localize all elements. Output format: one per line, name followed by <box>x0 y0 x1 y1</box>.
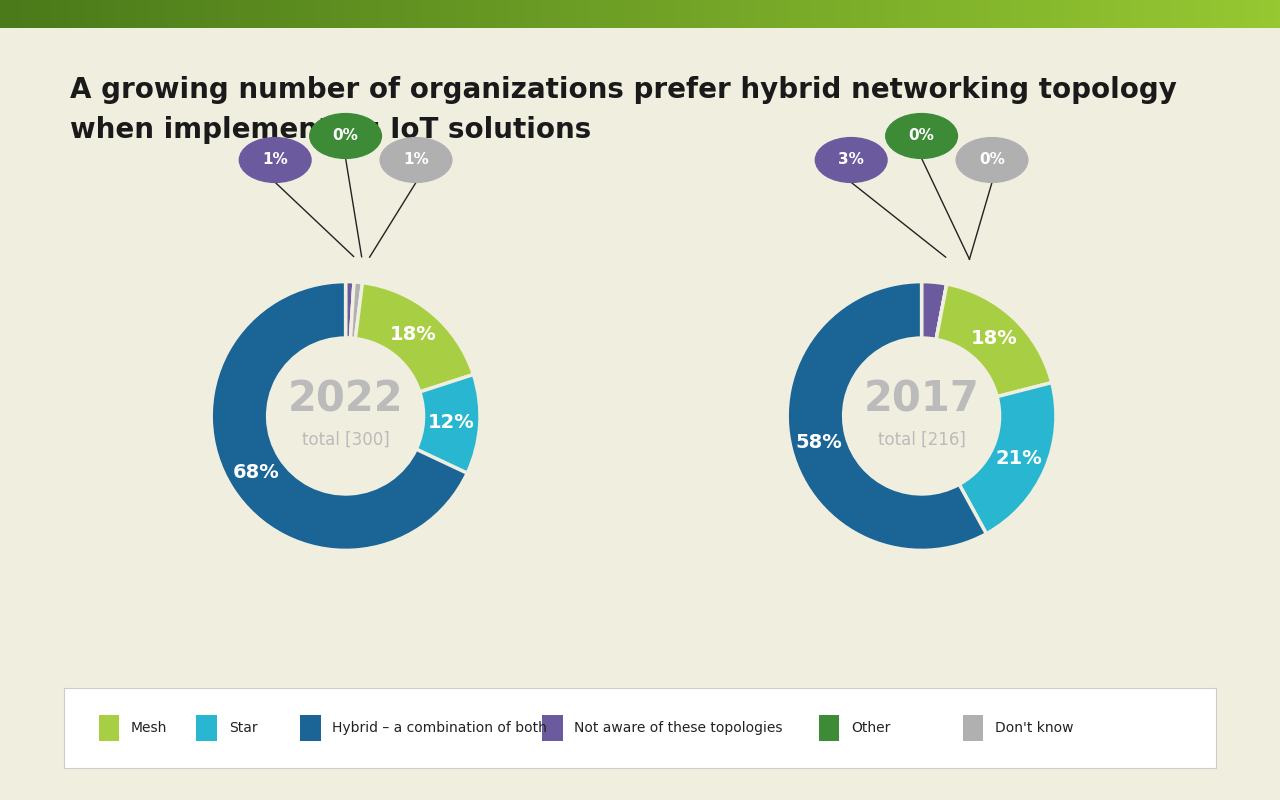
Text: Don't know: Don't know <box>995 721 1074 735</box>
Text: 21%: 21% <box>996 449 1042 468</box>
Text: 2017: 2017 <box>864 379 979 421</box>
Bar <box>963 715 983 741</box>
Wedge shape <box>346 282 355 338</box>
Bar <box>300 715 321 741</box>
Text: 58%: 58% <box>795 433 842 452</box>
Text: 0%: 0% <box>979 153 1005 167</box>
Text: A growing number of organizations prefer hybrid networking topology: A growing number of organizations prefer… <box>70 76 1178 104</box>
Bar <box>197 715 218 741</box>
Wedge shape <box>351 282 362 338</box>
Text: 3%: 3% <box>838 153 864 167</box>
Text: 12%: 12% <box>429 413 475 432</box>
Text: 2022: 2022 <box>288 379 403 421</box>
Text: 1%: 1% <box>403 153 429 167</box>
Text: 18%: 18% <box>390 325 436 344</box>
Text: 18%: 18% <box>972 329 1018 348</box>
Text: total [300]: total [300] <box>302 431 389 449</box>
Text: 0%: 0% <box>909 129 934 143</box>
Wedge shape <box>936 284 947 339</box>
Text: Other: Other <box>851 721 890 735</box>
Wedge shape <box>416 374 480 474</box>
Text: Not aware of these topologies: Not aware of these topologies <box>575 721 783 735</box>
Bar <box>99 715 119 741</box>
Text: when implementing IoT solutions: when implementing IoT solutions <box>70 116 591 144</box>
Wedge shape <box>351 282 355 338</box>
Text: 68%: 68% <box>233 463 279 482</box>
Wedge shape <box>959 382 1056 534</box>
Bar <box>543 715 563 741</box>
Text: total [216]: total [216] <box>878 431 965 449</box>
Text: Hybrid – a combination of both: Hybrid – a combination of both <box>333 721 548 735</box>
Text: Star: Star <box>229 721 257 735</box>
Text: 0%: 0% <box>333 129 358 143</box>
Text: Mesh: Mesh <box>131 721 168 735</box>
Wedge shape <box>936 284 947 339</box>
Wedge shape <box>922 282 947 339</box>
Wedge shape <box>211 282 467 550</box>
Wedge shape <box>787 282 987 550</box>
Wedge shape <box>936 284 1052 397</box>
Wedge shape <box>356 282 474 392</box>
Bar <box>819 715 840 741</box>
Text: 1%: 1% <box>262 153 288 167</box>
